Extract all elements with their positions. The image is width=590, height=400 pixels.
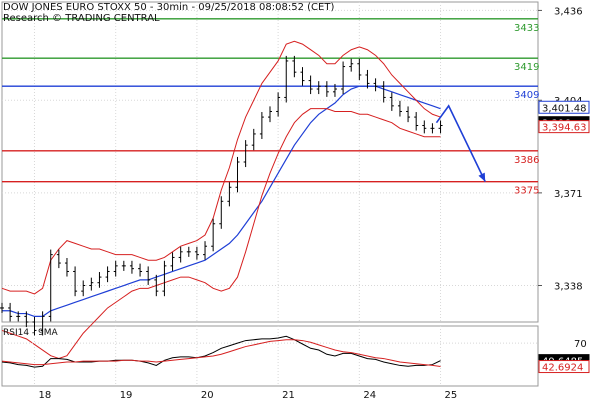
forecast-arrow bbox=[435, 104, 486, 182]
forecast-arrowhead bbox=[478, 172, 486, 182]
rsi-value-tag-box bbox=[538, 360, 590, 374]
level-label: 3433 bbox=[514, 23, 539, 34]
y-tick-label: 3,338 bbox=[554, 282, 583, 293]
rsi-panel-frame bbox=[1, 325, 539, 387]
price-tag-box bbox=[538, 100, 590, 114]
bollinger-upper-band bbox=[1, 40, 441, 295]
price-tag-box bbox=[538, 120, 590, 134]
rsi-ma-line bbox=[1, 339, 441, 368]
x-tick-label: 25 bbox=[445, 390, 458, 400]
y-tick-label: 3,436 bbox=[554, 6, 583, 17]
rsi-value-tag: 42.6924 bbox=[542, 363, 583, 374]
price-tag: 3,401.48 bbox=[542, 103, 587, 114]
rsi-line bbox=[1, 335, 441, 368]
chart-source: Research © TRADING CENTRAL bbox=[3, 13, 160, 24]
chart-title: DOW JONES EURO STOXX 50 - 30min - 09/25/… bbox=[3, 2, 335, 13]
rsi-panel-title: RSI14 - 9MA bbox=[3, 328, 58, 338]
x-tick-label: 24 bbox=[363, 390, 376, 400]
x-tick-label: 20 bbox=[201, 390, 214, 400]
price-tag: 3,394.63 bbox=[542, 123, 587, 134]
x-tick-label: 18 bbox=[38, 390, 51, 400]
bollinger-lower-band bbox=[1, 108, 441, 360]
y-tick-label: 3,371 bbox=[554, 189, 583, 200]
x-tick-label: 21 bbox=[282, 390, 295, 400]
level-label: 3375 bbox=[514, 186, 539, 197]
rsi-y-tick-label: 70 bbox=[574, 339, 587, 350]
level-label: 3386 bbox=[514, 155, 539, 166]
price-panel-frame bbox=[1, 1, 539, 323]
level-label: 3409 bbox=[514, 90, 539, 101]
level-label: 3419 bbox=[514, 62, 539, 73]
x-tick-label: 19 bbox=[120, 390, 133, 400]
